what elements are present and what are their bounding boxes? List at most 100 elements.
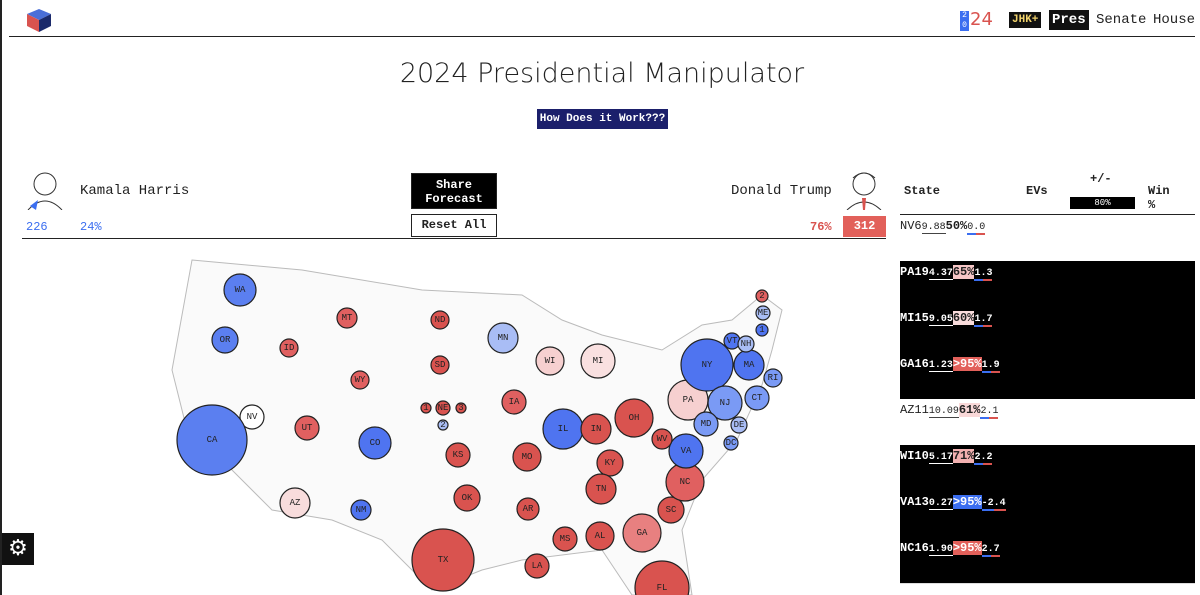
shift-slider[interactable]: 80% [1070, 197, 1135, 209]
state-circle[interactable] [668, 433, 704, 469]
state-label: GA [637, 528, 648, 538]
state-circle[interactable] [580, 413, 612, 445]
state-circle[interactable] [445, 442, 471, 468]
settings-button[interactable]: ⚙ [2, 533, 34, 565]
state-row[interactable]: NV69.8850%0.0 [900, 215, 1195, 262]
state-circle[interactable] [430, 355, 450, 375]
nav-pres[interactable]: Pres [1049, 10, 1089, 30]
state-circle[interactable] [755, 323, 769, 337]
state-circle[interactable] [350, 370, 370, 390]
state-label: SC [666, 505, 677, 515]
nav-senate[interactable]: Senate [1096, 12, 1147, 28]
row-margin: 2.1 [980, 406, 999, 419]
row-shift: 4.37 [928, 268, 953, 280]
state-label: LA [532, 561, 543, 571]
th-win: Win % [1148, 184, 1170, 212]
row-state: VA [900, 495, 915, 509]
state-circle[interactable] [730, 416, 748, 434]
state-label: VT [727, 336, 738, 346]
state-label: PA [683, 395, 694, 405]
state-circle[interactable] [657, 496, 685, 524]
state-circle[interactable] [279, 338, 299, 358]
state-circle[interactable] [512, 442, 542, 472]
header-rule [9, 36, 1195, 37]
state-label: DE [734, 420, 745, 430]
state-circle[interactable] [744, 385, 770, 411]
state-label: MS [560, 534, 571, 544]
us-outline [171, 259, 783, 595]
row-shift: 10.09 [928, 406, 959, 418]
state-circle[interactable] [596, 449, 624, 477]
harris-name: Kamala Harris [80, 183, 190, 199]
state-circle[interactable] [420, 402, 432, 414]
state-circle[interactable] [279, 487, 311, 519]
state-label: NC [680, 477, 691, 487]
logo-year[interactable]: 24 [970, 9, 993, 30]
state-circle[interactable] [411, 528, 475, 592]
state-circle[interactable] [634, 560, 690, 595]
state-circle[interactable] [358, 426, 392, 460]
row-win: 71% [952, 449, 975, 463]
harris-pct: 24% [80, 220, 102, 234]
state-label: AL [595, 531, 606, 541]
state-label: WI [545, 356, 556, 366]
logo-icon[interactable] [24, 6, 54, 34]
state-row[interactable]: AZ1110.0961%2.1 [900, 399, 1195, 446]
state-circle[interactable] [435, 400, 451, 416]
state-circle[interactable] [535, 346, 565, 376]
th-shift: +/- [1090, 172, 1112, 186]
state-circle[interactable] [350, 499, 372, 521]
state-circle[interactable] [455, 402, 467, 414]
state-circle[interactable] [614, 398, 654, 438]
how-button[interactable]: How Does it Work??? [537, 109, 668, 129]
state-circle[interactable] [516, 497, 540, 521]
reset-button[interactable]: Reset All [411, 214, 497, 237]
state-circle[interactable] [755, 289, 769, 303]
state-circle[interactable] [430, 310, 450, 330]
state-circle[interactable] [176, 404, 248, 476]
state-row[interactable]: PA194.3765%1.3 [900, 261, 1195, 308]
nav-house[interactable]: House [1153, 12, 1196, 28]
state-circle[interactable] [524, 553, 550, 579]
state-circle[interactable] [211, 326, 239, 354]
state-row[interactable]: MI159.0560%1.7 [900, 307, 1195, 354]
state-label: NE [438, 403, 449, 413]
state-circle[interactable] [737, 335, 755, 353]
row-margin: 1.7 [974, 314, 993, 327]
state-circle[interactable] [693, 411, 719, 437]
state-circle[interactable] [585, 521, 615, 551]
state-circle[interactable] [707, 385, 743, 421]
state-circle[interactable] [336, 307, 358, 329]
state-label: AR [523, 504, 534, 514]
state-row[interactable]: VA130.27>95%-2.4 [900, 491, 1195, 538]
state-circle[interactable] [580, 343, 616, 379]
nav-jhk[interactable]: JHK+ [1009, 12, 1042, 28]
state-circle[interactable] [755, 305, 771, 321]
page-title: 2024 Presidential Manipulator [399, 58, 805, 89]
state-row[interactable]: WI105.1771%2.2 [900, 445, 1195, 492]
state-row[interactable]: GA161.23>95%1.9 [900, 353, 1195, 400]
state-circle[interactable] [501, 389, 527, 415]
share-button[interactable]: Share Forecast [411, 173, 497, 209]
state-label: SD [435, 360, 446, 370]
state-circle[interactable] [651, 428, 673, 450]
state-circle[interactable] [294, 415, 320, 441]
state-circle[interactable] [487, 322, 519, 354]
state-circle[interactable] [453, 484, 481, 512]
state-circle[interactable] [437, 419, 449, 431]
state-circle[interactable] [552, 526, 578, 552]
state-circle[interactable] [680, 338, 734, 392]
state-circle[interactable] [723, 435, 739, 451]
row-state: PA [900, 265, 915, 279]
state-circle[interactable] [622, 513, 662, 553]
state-circle[interactable] [239, 404, 265, 430]
state-label: MA [744, 360, 755, 370]
state-label: CO [370, 438, 381, 448]
state-label: DC [726, 438, 737, 448]
state-row[interactable]: NC161.90>95%2.7 [900, 537, 1195, 584]
state-circle[interactable] [763, 368, 783, 388]
state-circle[interactable] [223, 273, 257, 307]
state-circle[interactable] [585, 473, 617, 505]
th-state: State [904, 184, 941, 198]
